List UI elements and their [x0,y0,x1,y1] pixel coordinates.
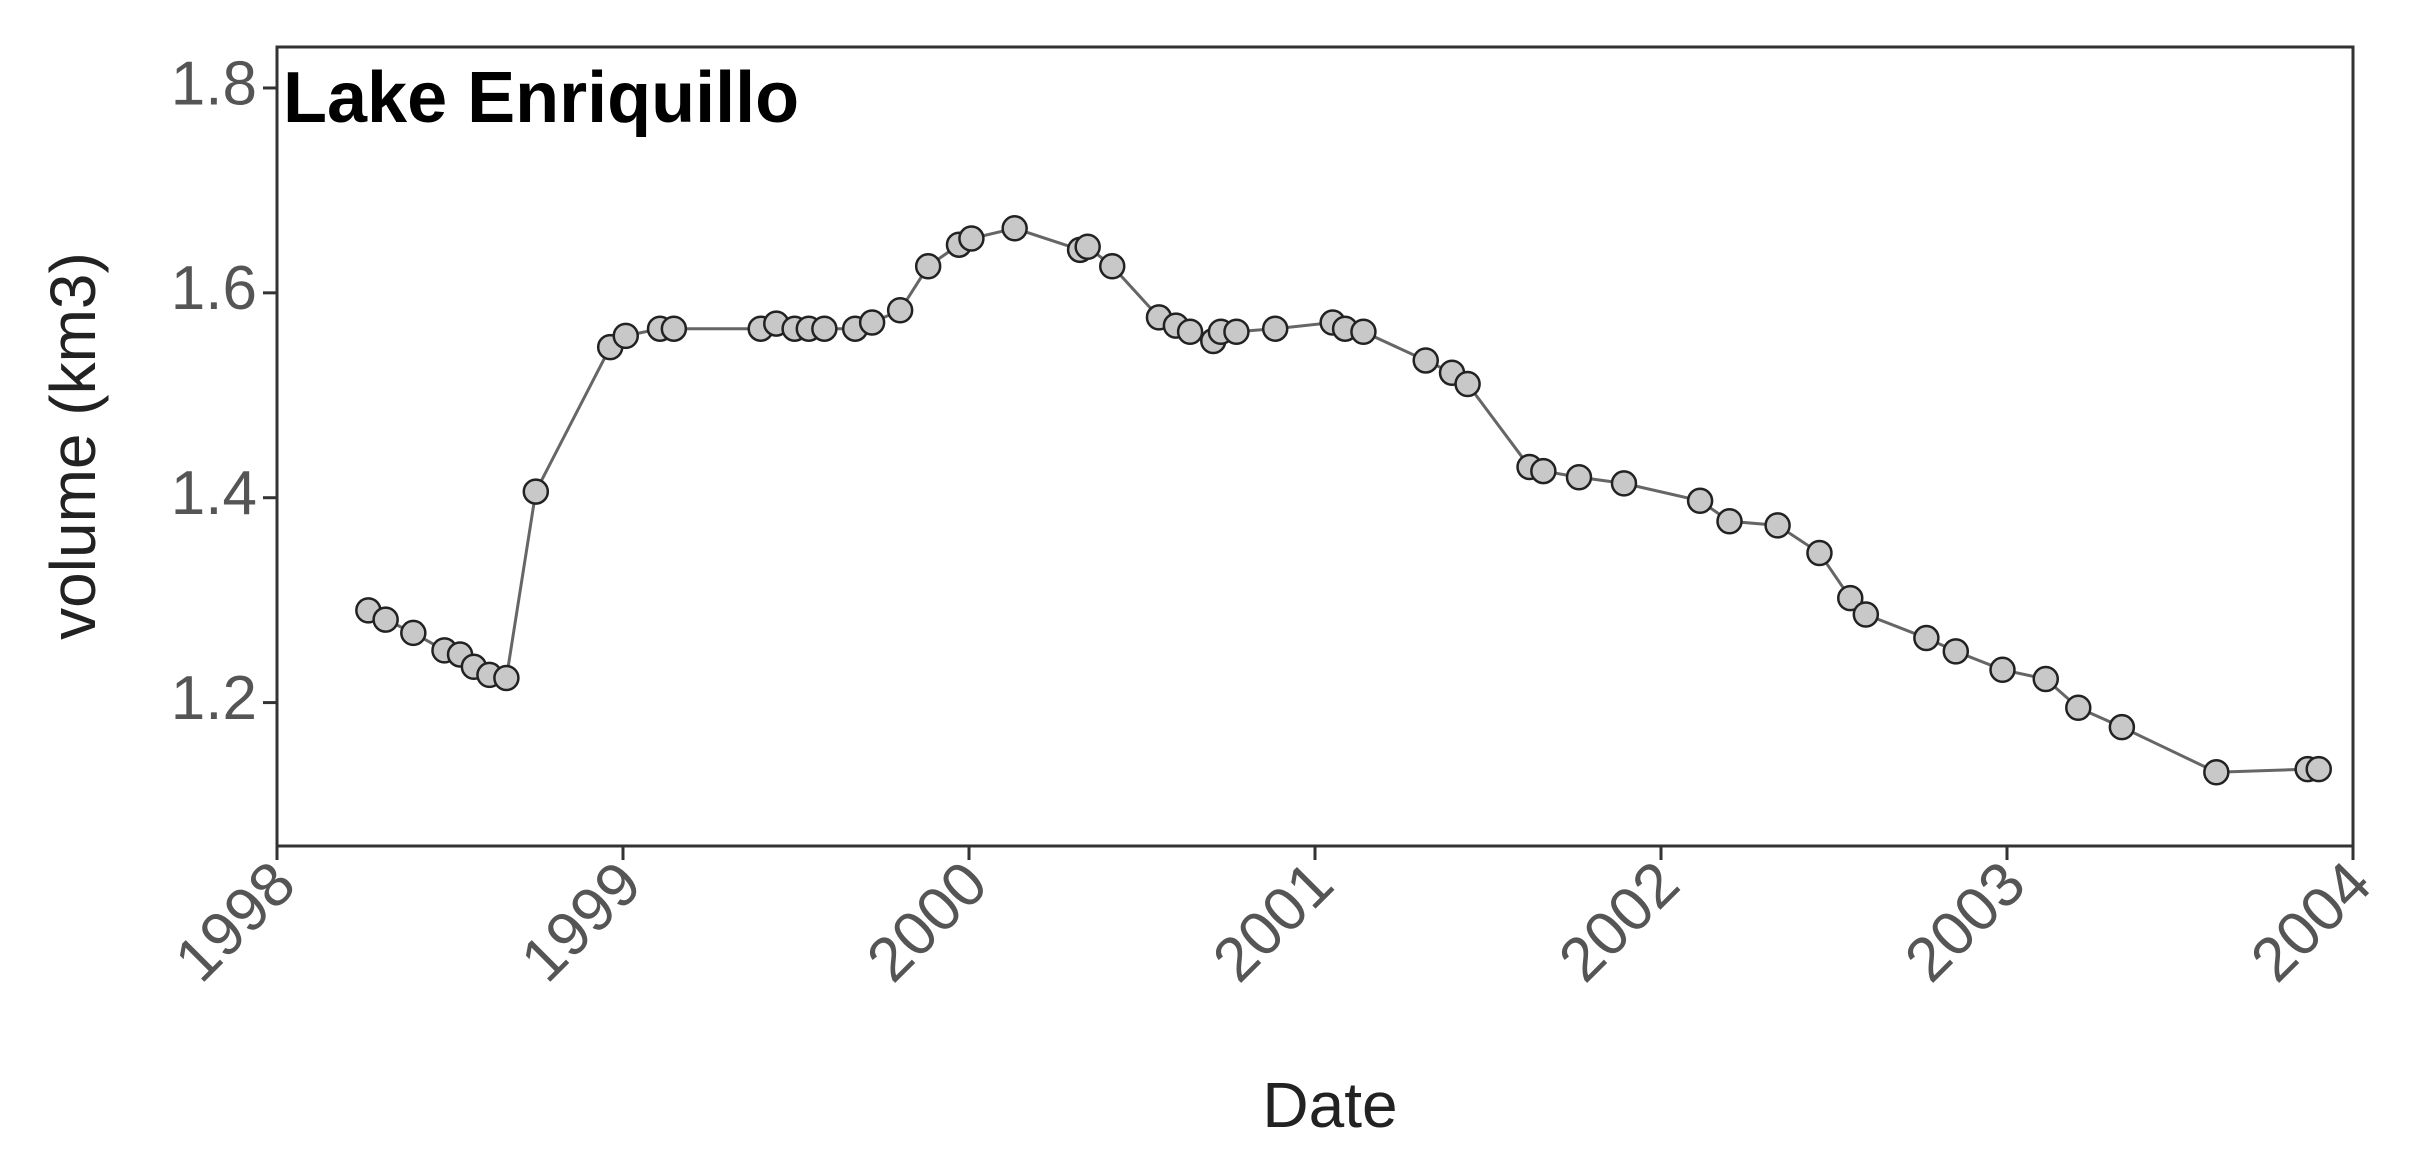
marker [1942,638,1970,665]
marker [886,297,914,324]
marker [2305,755,2332,783]
marker [1610,470,1638,497]
marker [1989,656,2016,684]
marker [811,315,838,342]
marker [1454,370,1481,398]
y-tick-label: 1.4 [171,459,257,528]
x-tick-label: 2002 [1546,849,1692,995]
marker [522,478,550,505]
y-tick-label: 1.6 [171,254,257,323]
marker [2065,694,2092,721]
y-tick-label: 1.2 [171,664,257,733]
x-tick-label: 2003 [1892,849,2038,995]
marker [1261,315,1289,342]
marker [1001,215,1028,242]
marker [1412,347,1439,374]
marker [958,225,985,252]
x-tick-label: 2001 [1200,849,1346,995]
marker [2032,665,2060,693]
marker [2108,713,2136,741]
marker [660,315,688,342]
marker [1716,508,1743,535]
x-tick-label: 2000 [854,849,1000,995]
marker [1806,539,1833,567]
marker [400,619,427,647]
marker [1913,624,1940,652]
line [367,226,2319,774]
marker [2203,758,2230,786]
marker [1686,487,1714,515]
marker [1098,252,1126,280]
marker [1530,457,1557,485]
x-tick-label: 1999 [508,849,654,995]
marker [1074,233,1101,260]
y-axis-label: volume (km3) [37,252,109,640]
marker [1176,318,1204,346]
marker [612,322,640,350]
marker [372,606,399,633]
chart-title: Lake Enriquillo [283,58,799,138]
x-axis-label: Date [1262,1069,1397,1141]
marker [914,252,942,280]
x-tick-label: 1998 [162,849,308,995]
marker [1223,318,1250,346]
marker [1565,463,1593,491]
plot-frame [275,45,2355,848]
marker [493,664,520,692]
x-tick-label: 2004 [2238,849,2384,995]
marker [1764,512,1791,539]
y-tick-label: 1.8 [171,49,257,118]
marker [1852,601,1880,628]
marker [1837,584,1864,612]
marker [1350,318,1377,346]
marker [858,309,886,336]
